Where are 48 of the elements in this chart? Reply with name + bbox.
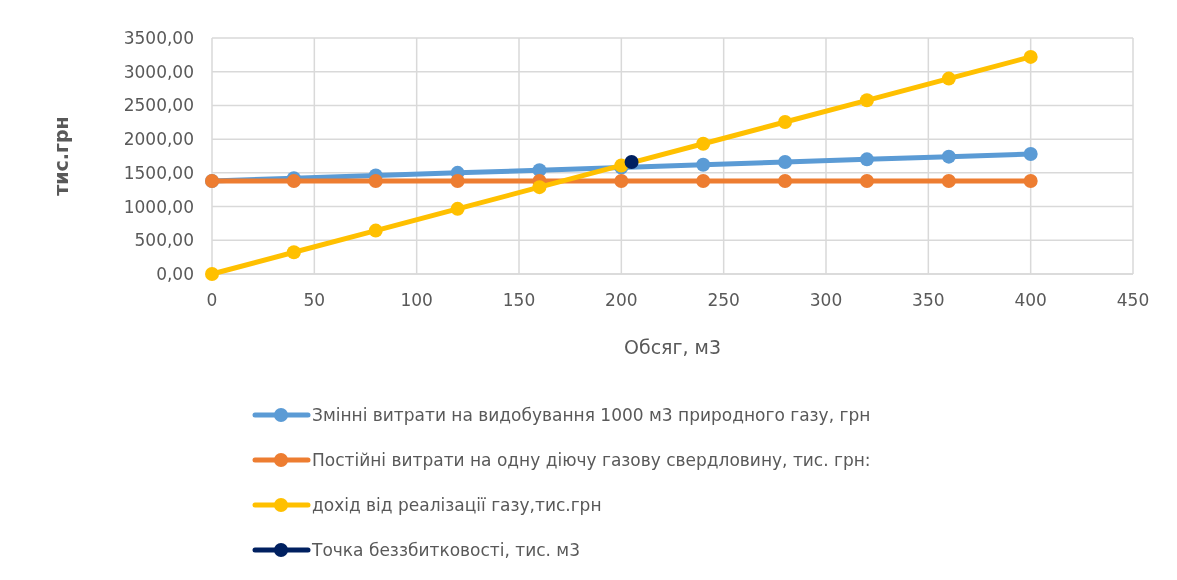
point [778,155,793,170]
point [859,93,874,108]
y-tick-label: 3000,00 [123,61,194,82]
point [778,115,793,130]
x-tick-label: 250 [707,290,740,310]
point [450,173,465,188]
point [941,71,956,86]
x-tick-label: 0 [206,290,218,310]
point [696,157,711,172]
legend-label: дохід від реалізації газу,тис.грн [312,495,602,515]
x-tick-label: 200 [605,290,638,310]
point [941,149,956,164]
point [368,223,383,238]
y-tick-label: 500,00 [134,230,194,251]
point [778,173,793,188]
point [696,173,711,188]
point [1023,49,1038,64]
point [1023,173,1038,188]
x-tick-label: 50 [303,290,326,310]
y-tick-label: 3500,00 [123,28,194,48]
point [614,173,629,188]
point [368,173,383,188]
x-tick-label: 450 [1116,290,1150,310]
y-tick-label: 1000,00 [123,196,194,217]
y-tick-label: 1500,00 [123,162,194,183]
legend-label: Постійні витрати на одну діючу газову свердловину, тис. грн: [312,450,871,470]
point [696,136,711,151]
legend-label: Точка беззбитковості, тис. м3 [311,540,580,560]
point [205,267,219,281]
y-tick-label: 0,00 [156,264,194,284]
y-tick-label: 2500,00 [123,95,194,116]
legend-label: Змінні витрати на видобування 1000 м3 природного газу, грн [312,405,871,425]
point [859,173,874,188]
point [941,173,956,188]
x-tick-label: 150 [502,290,536,310]
point [859,152,874,167]
y-tick-label: 2000,00 [123,129,194,150]
point [1023,146,1038,161]
point [624,155,639,170]
point [450,201,465,216]
y-axis-title: тис.грн [50,116,72,196]
x-axis-title: Обсяг, м3 [623,336,722,358]
x-tick-label: 350 [912,290,945,310]
point [532,180,547,195]
x-tick-label: 100 [400,290,433,310]
x-tick-label: 300 [809,290,843,310]
x-tick-label: 400 [1014,290,1047,310]
point [286,245,301,260]
